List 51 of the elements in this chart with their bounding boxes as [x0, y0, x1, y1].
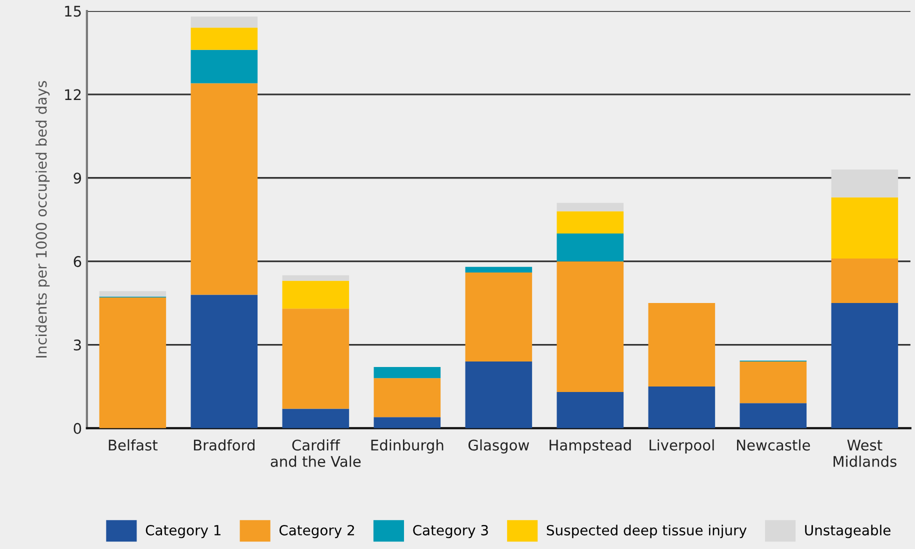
bar	[99, 297, 166, 428]
bar	[831, 170, 898, 198]
bar	[374, 378, 441, 418]
bar	[282, 280, 350, 309]
bar	[556, 392, 624, 428]
x-tick-label: Newcastle	[737, 439, 810, 451]
x-tick-label: West Midlands	[834, 440, 896, 467]
bar	[465, 361, 532, 428]
bar	[374, 367, 441, 378]
y-tick-label: 6	[74, 256, 82, 268]
bar	[190, 83, 258, 295]
x-tick-label: Bradford	[194, 439, 254, 451]
x-tick-label: Glasgow	[468, 439, 530, 454]
bar	[465, 266, 532, 272]
bar	[556, 261, 624, 392]
legend-label: Category 2	[279, 524, 354, 538]
bar	[556, 234, 624, 262]
bar	[465, 272, 532, 362]
bar	[831, 197, 898, 259]
y-tick-label: 12	[65, 89, 81, 100]
y-tick-label: 9	[74, 172, 82, 184]
x-tick-label: Cardiff and the Vale	[270, 439, 361, 467]
x-tick-label: Hampstead	[550, 439, 631, 454]
bar	[556, 202, 624, 212]
legend-label: Category 1	[146, 524, 220, 538]
y-tick-label: 15	[65, 6, 81, 17]
bar	[99, 291, 166, 297]
y-tick-label: 0	[74, 422, 82, 434]
bar	[831, 303, 898, 428]
bar	[282, 308, 350, 409]
bar	[374, 417, 441, 428]
bar	[190, 50, 258, 84]
x-tick-label: Liverpool	[650, 439, 714, 454]
bar	[831, 258, 898, 304]
legend-label: Category 3	[413, 524, 488, 538]
y-axis-title: Incidents per 1000 occupied bed days	[36, 81, 50, 358]
bar	[740, 403, 807, 428]
bar	[648, 386, 716, 428]
x-tick-label: Belfast	[108, 439, 158, 451]
y-tick-label: 3	[74, 339, 81, 351]
bar	[740, 361, 807, 404]
bar	[190, 294, 258, 428]
bar	[556, 211, 624, 234]
bar	[190, 28, 258, 50]
bar	[648, 303, 716, 386]
legend-label: Suspected deep tissue injury	[546, 524, 747, 538]
bar	[282, 275, 350, 281]
bar	[190, 16, 258, 28]
legend-label: Unstageable	[805, 524, 890, 538]
x-tick-label: Edinburgh	[371, 439, 444, 454]
bar	[282, 408, 350, 428]
